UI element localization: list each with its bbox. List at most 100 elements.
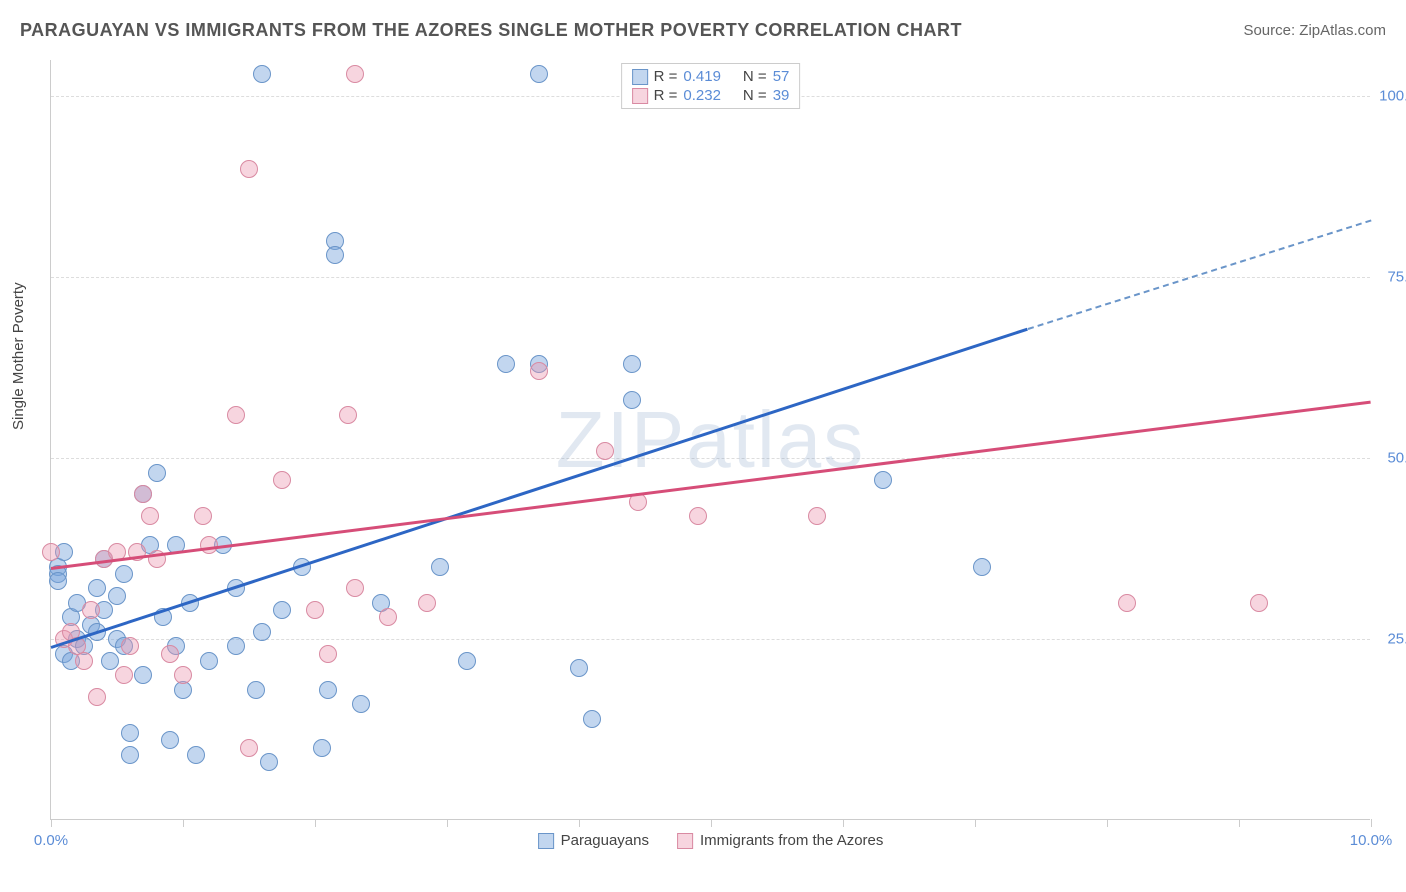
- data-point: [689, 507, 707, 525]
- data-point: [247, 681, 265, 699]
- data-point: [227, 406, 245, 424]
- x-tick: [975, 819, 976, 827]
- data-point: [108, 587, 126, 605]
- x-tick: [1107, 819, 1108, 827]
- data-point: [161, 731, 179, 749]
- y-tick-label: 100.0%: [1379, 88, 1406, 105]
- n-label: N =: [743, 68, 767, 85]
- data-point: [326, 246, 344, 264]
- r-label: R =: [654, 68, 678, 85]
- r-label: R =: [654, 87, 678, 104]
- x-tick: [183, 819, 184, 827]
- trendline-dashed: [1027, 219, 1371, 329]
- n-label: N =: [743, 87, 767, 104]
- y-axis-label: Single Mother Poverty: [10, 282, 27, 430]
- data-point: [121, 746, 139, 764]
- x-tick: [447, 819, 448, 827]
- data-point: [49, 572, 67, 590]
- r-value: 0.232: [683, 87, 721, 104]
- data-point: [319, 681, 337, 699]
- data-point: [200, 652, 218, 670]
- data-point: [253, 623, 271, 641]
- data-point: [583, 710, 601, 728]
- data-point: [623, 391, 641, 409]
- legend-label: Immigrants from the Azores: [700, 832, 883, 849]
- data-point: [101, 652, 119, 670]
- data-point: [306, 601, 324, 619]
- data-point: [227, 637, 245, 655]
- y-tick-label: 75.0%: [1387, 269, 1406, 286]
- x-tick: [315, 819, 316, 827]
- gridline: [51, 458, 1370, 459]
- legend-row-azores: R = 0.232 N = 39: [632, 86, 790, 105]
- data-point: [260, 753, 278, 771]
- data-point: [319, 645, 337, 663]
- data-point: [240, 160, 258, 178]
- data-point: [88, 579, 106, 597]
- x-tick: [843, 819, 844, 827]
- legend-row-paraguayans: R = 0.419 N = 57: [632, 67, 790, 86]
- x-tick-label: 0.0%: [34, 832, 68, 849]
- gridline: [51, 277, 1370, 278]
- y-tick-label: 25.0%: [1387, 631, 1406, 648]
- correlation-legend-box: R = 0.419 N = 57 R = 0.232 N = 39: [621, 63, 801, 109]
- data-point: [530, 362, 548, 380]
- trendline: [51, 400, 1371, 569]
- x-tick: [1239, 819, 1240, 827]
- data-point: [808, 507, 826, 525]
- data-point: [141, 507, 159, 525]
- data-point: [273, 471, 291, 489]
- data-point: [570, 659, 588, 677]
- data-point: [1118, 594, 1136, 612]
- source-attribution: Source: ZipAtlas.com: [1243, 22, 1386, 39]
- x-tick: [51, 819, 52, 827]
- data-point: [313, 739, 331, 757]
- data-point: [530, 65, 548, 83]
- data-point: [352, 695, 370, 713]
- data-point: [174, 666, 192, 684]
- x-tick: [711, 819, 712, 827]
- data-point: [596, 442, 614, 460]
- series-legend: Paraguayans Immigrants from the Azores: [538, 832, 884, 849]
- data-point: [88, 688, 106, 706]
- y-tick-label: 50.0%: [1387, 450, 1406, 467]
- data-point: [346, 579, 364, 597]
- data-point: [339, 406, 357, 424]
- data-point: [240, 739, 258, 757]
- data-point: [874, 471, 892, 489]
- gridline: [51, 639, 1370, 640]
- data-point: [187, 746, 205, 764]
- data-point: [346, 65, 364, 83]
- data-point: [148, 464, 166, 482]
- legend-item-paraguayans: Paraguayans: [538, 832, 649, 849]
- data-point: [161, 645, 179, 663]
- data-point: [1250, 594, 1268, 612]
- r-value: 0.419: [683, 68, 721, 85]
- legend-label: Paraguayans: [561, 832, 649, 849]
- data-point: [121, 637, 139, 655]
- x-tick-label: 10.0%: [1350, 832, 1393, 849]
- data-point: [379, 608, 397, 626]
- data-point: [418, 594, 436, 612]
- legend-item-azores: Immigrants from the Azores: [677, 832, 883, 849]
- data-point: [42, 543, 60, 561]
- swatch-icon: [538, 833, 554, 849]
- data-point: [623, 355, 641, 373]
- data-point: [134, 485, 152, 503]
- n-value: 57: [773, 68, 790, 85]
- swatch-icon: [677, 833, 693, 849]
- swatch-icon: [632, 88, 648, 104]
- data-point: [273, 601, 291, 619]
- scatter-chart: ZIPatlas R = 0.419 N = 57 R = 0.232 N = …: [50, 60, 1370, 820]
- data-point: [973, 558, 991, 576]
- data-point: [200, 536, 218, 554]
- swatch-icon: [632, 69, 648, 85]
- data-point: [115, 565, 133, 583]
- data-point: [82, 601, 100, 619]
- data-point: [194, 507, 212, 525]
- data-point: [115, 666, 133, 684]
- data-point: [134, 666, 152, 684]
- data-point: [497, 355, 515, 373]
- x-tick: [579, 819, 580, 827]
- n-value: 39: [773, 87, 790, 104]
